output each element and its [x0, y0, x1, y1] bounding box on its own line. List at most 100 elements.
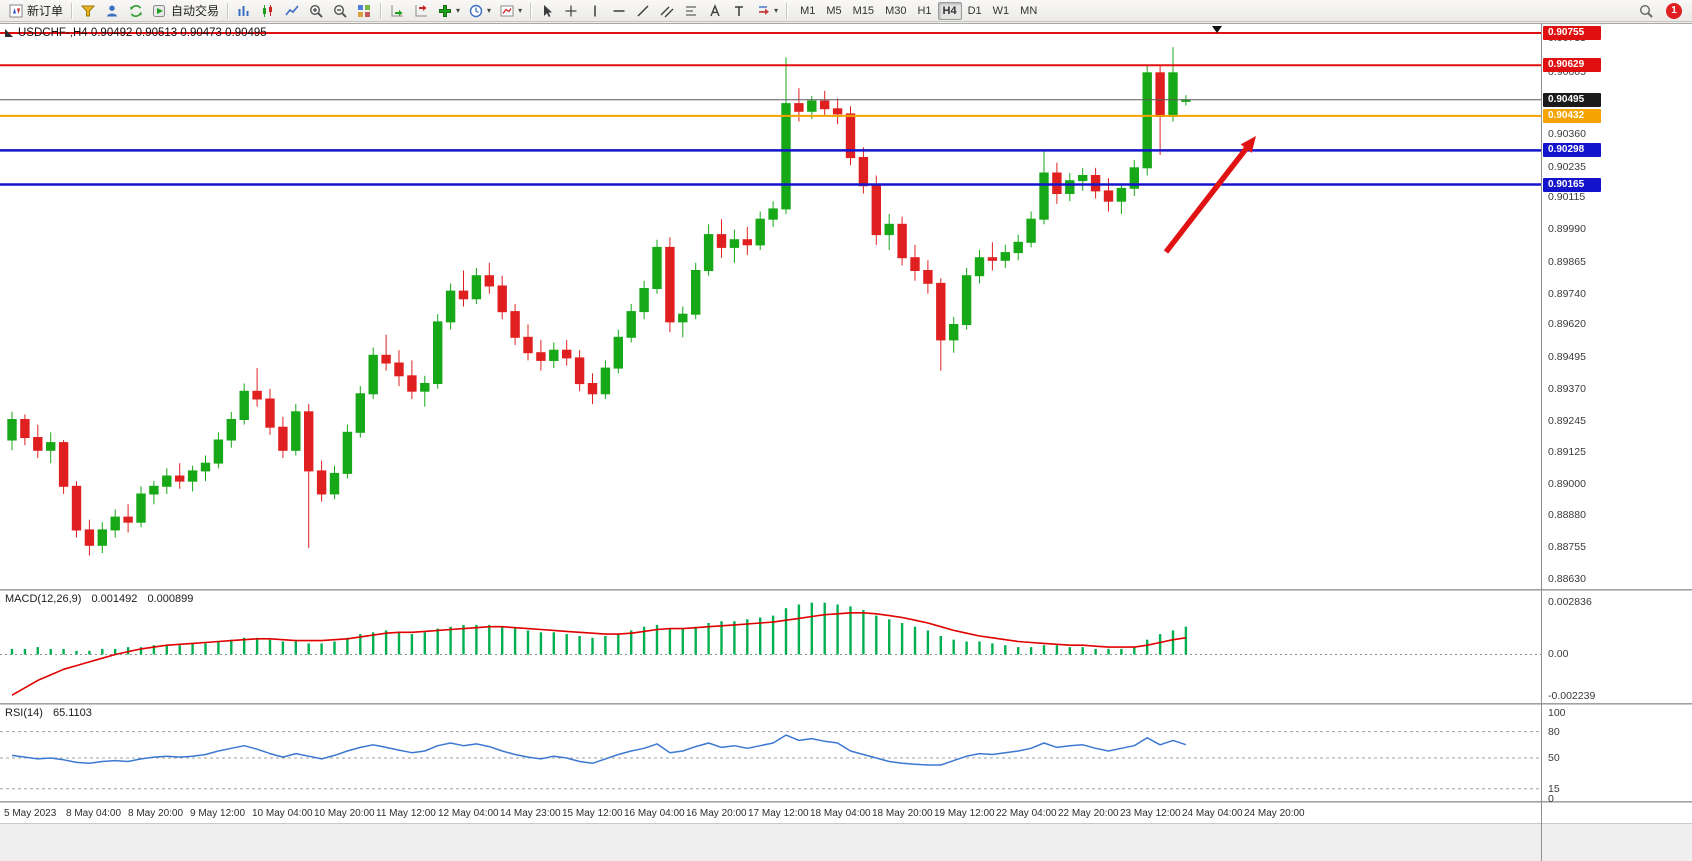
candle-down: [897, 223, 907, 259]
fibonacci-tool-button[interactable]: [679, 1, 703, 21]
zoom-in-button[interactable]: [304, 1, 328, 21]
notification-count: 1: [1671, 5, 1677, 16]
text-label-tool-button[interactable]: [727, 1, 751, 21]
price-chart-panel[interactable]: [0, 24, 1541, 589]
candle-up: [471, 275, 482, 300]
time-axis[interactable]: 5 May 2023 8 May 04:00 8 May 20:00 9 May 12…: [0, 803, 1692, 823]
candle-up: [46, 442, 56, 451]
price-tick: 0.89245: [1548, 414, 1586, 427]
candle-up: [226, 419, 237, 441]
equidistant-channel-tool-button[interactable]: [655, 1, 679, 21]
chevron-down-icon: ▾: [456, 5, 461, 15]
rsi-axis-0: 0: [1548, 793, 1554, 805]
zoom-in-icon: [310, 4, 323, 18]
candle-down: [858, 157, 869, 187]
price-tick: 0.89740: [1548, 287, 1586, 300]
horizontal-line-tool-button[interactable]: [607, 1, 631, 21]
time-label: 11 May 12:00: [376, 808, 436, 819]
add-indicator-button[interactable]: ▾: [433, 1, 464, 21]
candlestick-chart-button[interactable]: [256, 1, 280, 21]
timeframe-button-m1[interactable]: M1: [800, 4, 816, 17]
arrows-tool-button[interactable]: ▾: [751, 1, 782, 21]
notification-badge[interactable]: 1: [1666, 2, 1682, 19]
sync-button[interactable]: [124, 1, 148, 21]
candle-down: [1155, 72, 1165, 117]
timeframe-button-w1[interactable]: W1: [992, 4, 1010, 17]
autoscroll-button[interactable]: [385, 1, 409, 21]
zoom-out-button[interactable]: [328, 1, 352, 21]
rsi-axis-50: 50: [1548, 752, 1560, 764]
trend-arrow-line[interactable]: [1163, 146, 1249, 254]
candle-up: [420, 383, 430, 392]
funnel-button[interactable]: [76, 1, 100, 21]
vertical-line-icon: [594, 5, 596, 16]
candle-down: [536, 352, 546, 361]
search-icon: [1639, 4, 1653, 18]
candle-up: [807, 100, 817, 112]
chevron-down-icon: ▾: [518, 5, 523, 15]
rsi-panel[interactable]: [0, 705, 1541, 801]
timeframe-button-h4[interactable]: H4: [937, 1, 962, 20]
chart-shift-icon: [415, 4, 428, 16]
time-label: 24 May 20:00: [1244, 808, 1305, 819]
candle-down: [562, 349, 572, 359]
trendline-tool-button[interactable]: [631, 1, 655, 21]
cursor-icon: [544, 4, 553, 17]
crosshair-tool-button[interactable]: [559, 1, 583, 21]
candle-down: [794, 103, 804, 112]
chart-shift-button[interactable]: [409, 1, 433, 21]
templates-button[interactable]: ▾: [495, 1, 526, 21]
line-chart-button[interactable]: [280, 1, 304, 21]
timeframe-button-m5[interactable]: M5: [826, 4, 842, 17]
candle-down: [33, 437, 43, 451]
autotrading-play-icon: [153, 4, 166, 17]
macd-axis-min: -0.002239: [1548, 689, 1596, 702]
candle-up: [1000, 252, 1010, 261]
candle-down: [84, 529, 95, 546]
time-label: 17 May 12:00: [748, 808, 809, 819]
candle-down: [304, 411, 314, 472]
chart-title-row: USDCHF-,H4 0.90492 0.90513 0.90473 0.904…: [5, 27, 267, 39]
time-label: 14 May 23:00: [500, 808, 561, 819]
panel-divider[interactable]: [0, 589, 1692, 591]
object-marker[interactable]: [1212, 26, 1222, 33]
price-tag-0.90495: 0.90495: [1543, 92, 1601, 107]
trend-arrow-head[interactable]: [1240, 136, 1256, 153]
candle-up: [342, 431, 353, 474]
candle-up: [1039, 172, 1049, 220]
macd-panel[interactable]: [0, 591, 1541, 703]
periods-button[interactable]: ▾: [464, 1, 495, 21]
chevron-down-icon: ▾: [487, 5, 492, 15]
timeframe-button-m15[interactable]: M15: [852, 4, 875, 17]
tile-windows-button[interactable]: [352, 1, 376, 21]
timeframe-button-d1[interactable]: D1: [967, 4, 982, 17]
panel-divider[interactable]: [0, 703, 1692, 705]
candle-up: [729, 239, 740, 248]
timeframe-button-h1[interactable]: H1: [917, 4, 932, 17]
autotrading-button[interactable]: 自动交易: [148, 1, 223, 21]
timeframe-button-m30[interactable]: M30: [885, 4, 907, 17]
price-tick: 0.89370: [1548, 382, 1586, 395]
timeframe-button-mn[interactable]: MN: [1020, 4, 1038, 17]
cursor-tool-button[interactable]: [535, 1, 559, 21]
trendline-icon: [637, 4, 649, 17]
bar-chart-button[interactable]: [232, 1, 256, 21]
new-order-button[interactable]: 新订单: [4, 1, 67, 21]
line-chart-icon: [285, 4, 299, 15]
panel-divider[interactable]: [0, 801, 1692, 803]
new-order-label: 新订单: [27, 4, 64, 18]
search-button[interactable]: [1634, 1, 1658, 21]
rsi-line: [11, 734, 1187, 766]
macd-value-signal: 0.000899: [147, 593, 194, 605]
rsi-axis-100: 100: [1548, 707, 1566, 719]
candle-up: [768, 208, 778, 220]
templates-icon: [500, 5, 514, 16]
price-axis-column[interactable]: 0.907350.906050.904800.903600.902350.901…: [1541, 24, 1692, 861]
text-tool-button[interactable]: [703, 1, 727, 21]
time-label: 23 May 12:00: [1120, 808, 1181, 819]
rsi-axis-15: 15: [1548, 782, 1560, 795]
vertical-line-tool-button[interactable]: [583, 1, 607, 21]
profile-button[interactable]: [100, 1, 124, 21]
add-indicator-icon: [439, 4, 452, 17]
funnel-icon: [80, 5, 96, 16]
